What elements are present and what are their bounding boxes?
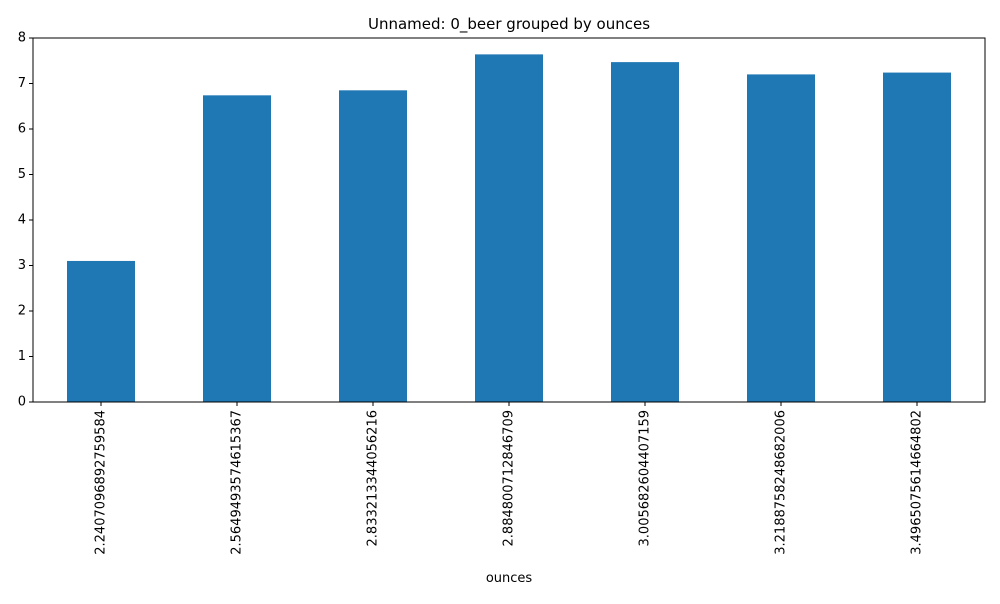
x-axis-label: ounces bbox=[486, 571, 533, 586]
bar bbox=[883, 72, 951, 402]
y-tick-label: 7 bbox=[18, 76, 26, 91]
bar bbox=[611, 62, 679, 403]
bar bbox=[67, 260, 135, 402]
plot-frame bbox=[32, 37, 986, 403]
bars-group bbox=[67, 54, 951, 403]
x-tick-label: 2.884800712846709 bbox=[502, 410, 517, 546]
y-tick-label: 2 bbox=[18, 304, 26, 319]
y-tick-label: 6 bbox=[18, 122, 26, 137]
y-tick-label: 8 bbox=[18, 31, 26, 46]
chart-title: Unnamed: 0_beer grouped by ounces bbox=[368, 15, 650, 34]
bar bbox=[203, 95, 271, 402]
x-tick-label: 3.2188758248682006 bbox=[774, 410, 789, 555]
x-tick-label: 2.2407096892759584 bbox=[94, 410, 109, 555]
y-tick-label: 1 bbox=[18, 349, 26, 364]
y-axis: 0 1 2 3 4 5 6 7 8 bbox=[18, 31, 33, 410]
y-tick-label: 4 bbox=[18, 213, 26, 228]
x-tick-label: 2.5649493574615367 bbox=[230, 410, 245, 555]
y-tick-label: 5 bbox=[18, 167, 26, 182]
bar bbox=[747, 74, 815, 403]
bar bbox=[475, 54, 543, 402]
x-axis: 2.2407096892759584 2.5649493574615367 2.83… bbox=[94, 402, 925, 555]
y-tick-label: 3 bbox=[18, 258, 26, 273]
x-tick-label: 2.833213344056216 bbox=[366, 410, 381, 546]
bar bbox=[339, 90, 407, 402]
y-tick-label: 0 bbox=[18, 395, 26, 410]
x-tick-label: 3.005682604407159 bbox=[638, 410, 653, 546]
x-tick-label: 3.4965075614664802 bbox=[910, 410, 925, 555]
